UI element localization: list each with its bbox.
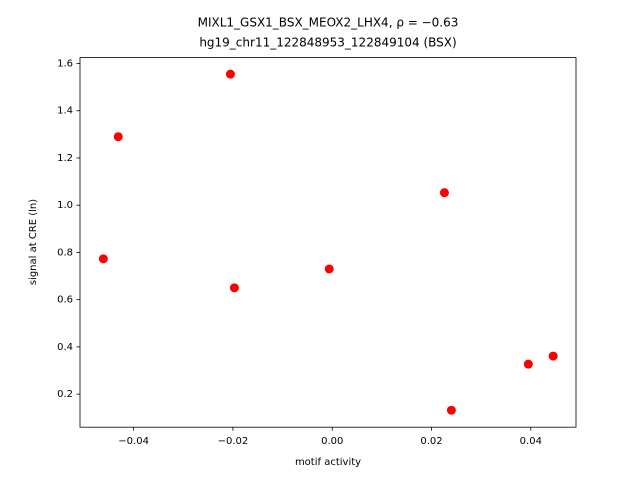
point [225,69,235,79]
y-tick-label: 1.0 [57,200,73,211]
point [523,359,533,369]
y-tick-label: 1.6 [57,59,73,70]
x-axis-label: motif activity [295,457,361,468]
y-axis-label: signal at CRE (ln) [28,199,39,285]
point [548,351,558,361]
y-tick-label: 1.2 [57,153,73,164]
x-tick-label: −0.02 [218,436,249,447]
point [98,254,108,264]
x-tick-label: −0.04 [118,436,149,447]
y-tick-label: 0.2 [57,389,73,400]
point [324,264,334,274]
x-tick-label: 0.04 [520,436,542,447]
point [113,132,123,142]
plot-frame [79,57,577,428]
x-tick-label: 0.02 [420,436,442,447]
x-tick-label: 0.00 [321,436,343,447]
y-tick-label: 0.8 [57,247,73,258]
y-tick-label: 1.4 [57,106,73,117]
point [229,283,239,293]
y-tick-label: 0.4 [57,342,73,353]
point [439,188,449,198]
chart-title: MIXL1_GSX1_BSX_MEOX2_LHX4, ρ = −0.63 [198,16,459,30]
y-tick-label: 0.6 [57,295,73,306]
point [446,405,456,415]
chart-subtitle: hg19_chr11_122848953_122849104 (BSX) [199,36,456,50]
